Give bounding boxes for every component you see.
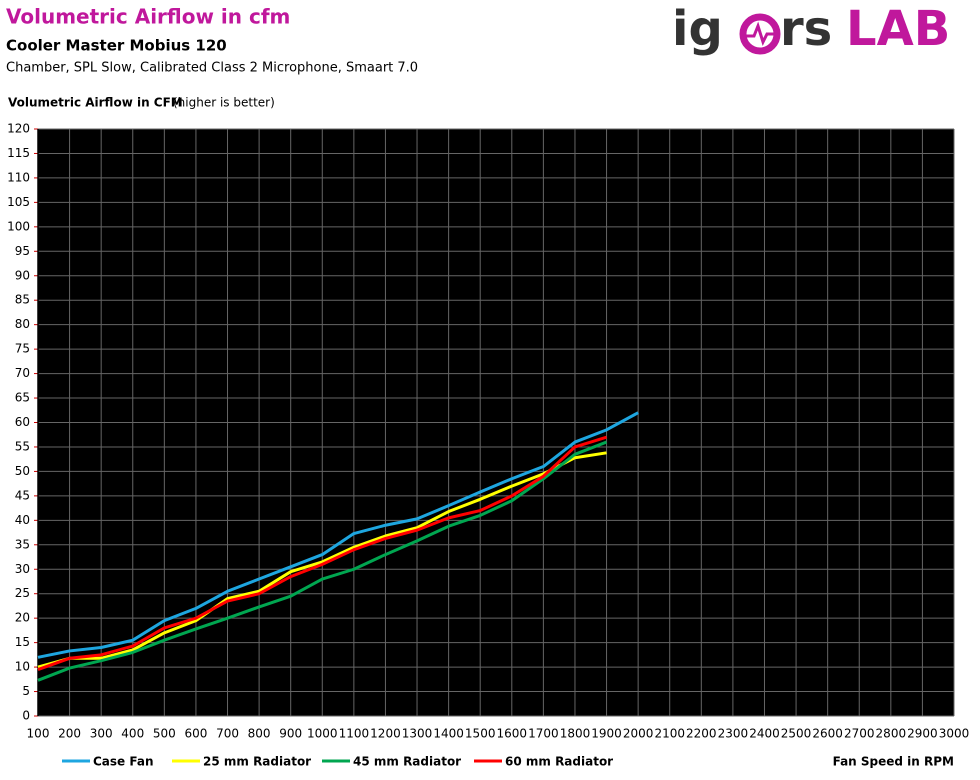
- y-tick-label: 60: [15, 415, 30, 429]
- y-tick-label: 65: [15, 391, 30, 405]
- legend-label: 60 mm Radiator: [505, 755, 613, 769]
- x-tick-label: 2500: [781, 727, 812, 741]
- x-tick-label: 1000: [307, 727, 338, 741]
- x-tick-label: 3000: [939, 727, 970, 741]
- y-tick-label: 85: [15, 293, 30, 307]
- series-line: [37, 411, 639, 659]
- y-tick-label: 15: [15, 635, 30, 649]
- logo-text: ig: [672, 1, 723, 57]
- legend-label: 25 mm Radiator: [203, 755, 311, 769]
- chart-description: Chamber, SPL Slow, Calibrated Class 2 Mi…: [6, 61, 418, 76]
- y-tick-label: 25: [15, 586, 30, 600]
- series-line: [37, 451, 607, 669]
- x-tick-label: 400: [121, 727, 144, 741]
- y-axis-label: Volumetric Airflow in CFM: [8, 96, 183, 110]
- x-tick-label: 2000: [623, 727, 654, 741]
- x-tick-label: 500: [153, 727, 176, 741]
- x-tick-label: 300: [90, 727, 113, 741]
- y-tick-label: 30: [15, 562, 30, 576]
- y-tick-label: 20: [15, 611, 30, 625]
- x-tick-label: 1400: [433, 727, 464, 741]
- legend-label: 45 mm Radiator: [353, 755, 461, 769]
- y-tick-label: 110: [7, 170, 30, 184]
- series-line: [37, 440, 608, 682]
- x-tick-label: 1300: [402, 727, 433, 741]
- y-tick-label: 120: [7, 122, 30, 136]
- x-tick-label: 2700: [844, 727, 875, 741]
- y-tick-label: 50: [15, 464, 30, 478]
- y-tick-label: 100: [7, 219, 30, 233]
- y-tick-label: 10: [15, 660, 30, 674]
- x-tick-label: 1200: [370, 727, 401, 741]
- y-tick-label: 80: [15, 317, 30, 331]
- x-tick-label: 2100: [654, 727, 685, 741]
- x-tick-label: 1500: [465, 727, 496, 741]
- chart-subtitle: Cooler Master Mobius 120: [6, 37, 227, 55]
- y-tick-label: 115: [7, 146, 30, 160]
- y-tick-label: 45: [15, 488, 30, 502]
- x-tick-label: 2300: [718, 727, 749, 741]
- series-line: [37, 435, 607, 671]
- y-tick-label: 105: [7, 195, 30, 209]
- x-tick-label: 2800: [876, 727, 907, 741]
- x-tick-label: 1600: [497, 727, 528, 741]
- x-tick-label: 600: [184, 727, 207, 741]
- x-tick-label: 1800: [560, 727, 591, 741]
- x-tick-label: 2400: [749, 727, 780, 741]
- x-tick-label: 2200: [686, 727, 717, 741]
- y-tick-label: 55: [15, 439, 30, 453]
- x-tick-label: 200: [58, 727, 81, 741]
- y-tick-label: 75: [15, 342, 30, 356]
- x-tick-label: 1900: [591, 727, 622, 741]
- legend-label: Case Fan: [93, 755, 154, 769]
- x-tick-label: 800: [248, 727, 271, 741]
- y-tick-label: 40: [15, 513, 30, 527]
- y-tick-label: 0: [22, 709, 30, 723]
- x-tick-label: 100: [27, 727, 50, 741]
- x-tick-label: 700: [216, 727, 239, 741]
- y-tick-label: 70: [15, 366, 30, 380]
- y-tick-label: 35: [15, 537, 30, 551]
- x-tick-label: 1100: [339, 727, 370, 741]
- y-axis-note: (higher is better): [173, 96, 275, 110]
- x-tick-label: 2900: [907, 727, 938, 741]
- logo-icon: [739, 13, 781, 55]
- x-tick-label: 1700: [528, 727, 559, 741]
- logo-text: rs: [780, 1, 832, 57]
- x-tick-label: 2600: [812, 727, 843, 741]
- y-tick-label: 95: [15, 244, 30, 258]
- logo-text: LAB: [846, 1, 950, 57]
- y-tick-label: 5: [22, 684, 30, 698]
- x-tick-label: 900: [279, 727, 302, 741]
- y-tick-label: 90: [15, 268, 30, 282]
- logo: ig rs LAB: [672, 1, 950, 57]
- chart-title: Volumetric Airflow in cfm: [6, 5, 290, 29]
- logo-icon: [746, 21, 774, 46]
- x-axis-label: Fan Speed in RPM: [833, 755, 954, 769]
